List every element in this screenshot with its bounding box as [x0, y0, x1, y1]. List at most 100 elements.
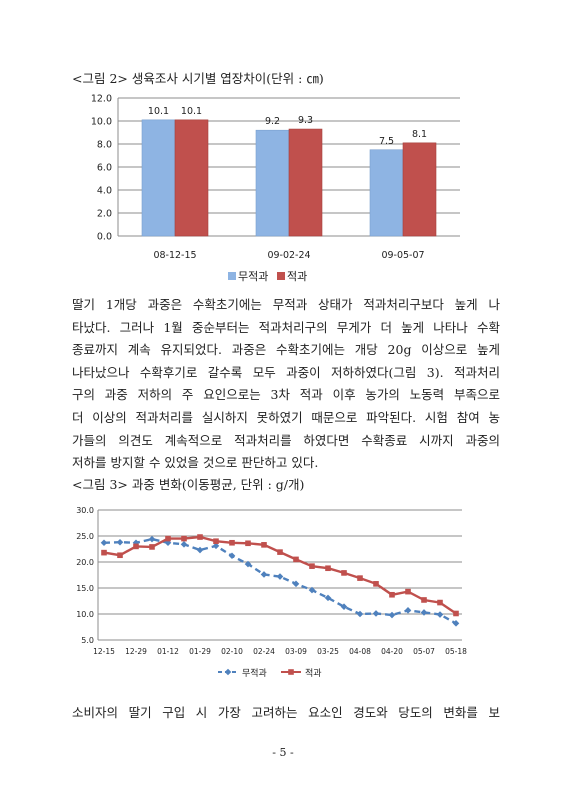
paragraph-line: 소비자의 딸기 구입 시 가장 고려하는 요소인 경도와 당도의 변화를 보 [72, 705, 500, 720]
data-point-thinning [229, 539, 235, 546]
x-tick-label: 01-29 [189, 647, 211, 656]
figure-3-line-chart: 5.0 10.0 15.0 20.0 25.0 30.0 12-15 12-29 01-12 01… [76, 506, 467, 679]
data-point-thinning [325, 565, 331, 572]
bar-no-thinning [141, 119, 176, 237]
legend-label: 무적과 [238, 270, 268, 283]
paragraph-line: 가들의 의견도 계속적으로 적과처리를 하였다면 수확종료 시까지 과중의 [72, 432, 500, 448]
x-tick-label: 03-25 [317, 647, 339, 656]
legend-label: 적과 [305, 667, 322, 679]
data-point-no-thinning [196, 546, 204, 554]
paragraph-line: 더 이상의 적과처리를 실시하지 못하였기 때문으로 파악된다. 시험 참여 농 [72, 409, 500, 425]
y-tick-label: 12.0 [91, 94, 112, 105]
y-tick-label: 25.0 [76, 532, 94, 541]
bar-no-thinning [369, 149, 404, 237]
data-point-thinning [181, 535, 187, 542]
x-tick-label: 09-05-07 [381, 250, 424, 261]
data-point-thinning [101, 549, 107, 556]
paragraph-line: 타났다. 그러나 1월 중순부터는 적과처리구의 무게가 더 높게 나타나 수확 [72, 319, 500, 335]
figure-2-caption: <그림 2> 생육조사 시기별 엽장차이(단위 : ㎝) [72, 71, 324, 86]
y-tick-label: 30.0 [76, 506, 94, 515]
paragraph-line: 나타났으나 수확후기로 갈수록 모두 과중이 저하하였다(그림 3). 적과처리 [72, 364, 500, 380]
figure-2-bar-chart: 0.0 2.0 4.0 6.0 8.0 10.0 12.0 10.1 10.1 08-12-15 9… [91, 94, 460, 283]
x-tick-label: 02-10 [221, 647, 243, 656]
data-point-thinning [149, 544, 155, 550]
paragraph-line: 구의 과중 저하의 주 요인으로는 3차 적과 이후 농가의 노동력 부족으로 [72, 387, 500, 403]
x-tick-label: 05-07 [413, 647, 435, 656]
bar-data-label: 7.5 [379, 136, 394, 147]
paragraph-line: 딸기 1개당 과중은 수확초기에는 무적과 상태가 적과처리구보다 높게 나 [72, 297, 500, 312]
data-point-thinning [133, 543, 139, 550]
legend-marker-thinning [288, 669, 294, 675]
data-point-thinning [213, 538, 219, 544]
bar-data-label: 9.3 [298, 115, 313, 126]
data-point-thinning [117, 552, 123, 559]
x-tick-label: 01-12 [157, 647, 179, 656]
legend-label: 적과 [287, 270, 307, 283]
data-point-no-thinning [116, 538, 124, 546]
x-tick-label: 12-15 [93, 647, 115, 656]
legend-swatch-no-thinning [228, 272, 236, 280]
y-tick-label: 4.0 [97, 186, 112, 197]
bar-data-label: 9.2 [265, 116, 280, 127]
y-tick-label: 10.0 [91, 117, 112, 128]
data-point-thinning [453, 610, 459, 617]
y-tick-label: 0.0 [97, 232, 112, 243]
data-point-no-thinning [180, 541, 188, 548]
data-point-no-thinning [420, 609, 428, 616]
data-point-thinning [357, 575, 363, 581]
x-tick-label: 08-12-15 [153, 250, 196, 261]
data-point-no-thinning [388, 611, 396, 619]
data-point-thinning [245, 540, 251, 547]
bar-thinning [288, 128, 323, 237]
data-point-no-thinning [260, 571, 268, 578]
data-point-no-thinning [244, 560, 252, 568]
x-tick-label: 05-18 [445, 647, 467, 656]
series-line-no-thinning [103, 537, 457, 625]
data-point-thinning [165, 535, 171, 542]
data-point-no-thinning [452, 620, 460, 627]
legend-label: 무적과 [242, 667, 267, 679]
paragraph-line: 저하를 방지할 수 있었을 것으로 판단하고 있다. [72, 455, 319, 471]
data-point-thinning [197, 534, 203, 540]
x-tick-label: 03-09 [285, 647, 307, 656]
data-point-thinning [277, 549, 283, 555]
y-tick-label: 15.0 [76, 584, 94, 593]
bar-no-thinning [255, 129, 290, 237]
data-point-thinning [293, 556, 299, 563]
x-tick-label: 12-29 [125, 647, 147, 656]
data-point-no-thinning [148, 535, 156, 543]
data-point-no-thinning [100, 539, 108, 547]
x-tick-label: 04-08 [349, 647, 371, 656]
y-tick-label: 10.0 [76, 610, 94, 619]
data-point-no-thinning [436, 611, 444, 618]
figure-3-caption: <그림 3> 과중 변화(이동평균, 단위 : g/개) [72, 477, 305, 492]
data-point-thinning [261, 542, 267, 548]
data-point-thinning [373, 581, 379, 587]
data-point-thinning [437, 599, 443, 606]
x-tick-label: 04-20 [381, 647, 403, 656]
data-point-thinning [421, 597, 427, 603]
data-point-thinning [341, 570, 347, 576]
y-tick-label: 6.0 [97, 163, 112, 174]
y-tick-label: 5.0 [81, 636, 94, 645]
paragraph-line: 종료까지 계속 유지되었다. 과중은 수확초기에는 개당 20g 이상으로 높게 [72, 342, 500, 358]
bar-data-label: 10.1 [148, 106, 169, 117]
legend-swatch-thinning [277, 272, 285, 280]
x-tick-label: 09-02-24 [267, 250, 310, 261]
page-number: - 5 - [272, 746, 294, 759]
bar-data-label: 10.1 [181, 106, 202, 117]
body-paragraph-2: 소비자의 딸기 구입 시 가장 고려하는 요소인 경도와 당도의 변화를 보 [72, 702, 500, 725]
y-tick-label: 2.0 [97, 209, 112, 220]
data-point-no-thinning [372, 610, 380, 617]
data-point-thinning [389, 591, 395, 598]
bar-data-label: 8.1 [412, 129, 427, 140]
x-tick-label: 02-24 [253, 647, 275, 656]
y-tick-label: 20.0 [76, 558, 94, 567]
data-point-no-thinning [292, 580, 300, 588]
y-tick-label: 8.0 [97, 140, 112, 151]
data-point-no-thinning [308, 586, 316, 594]
bar-thinning [402, 142, 437, 237]
data-point-no-thinning [404, 607, 412, 614]
data-point-thinning [309, 563, 315, 569]
